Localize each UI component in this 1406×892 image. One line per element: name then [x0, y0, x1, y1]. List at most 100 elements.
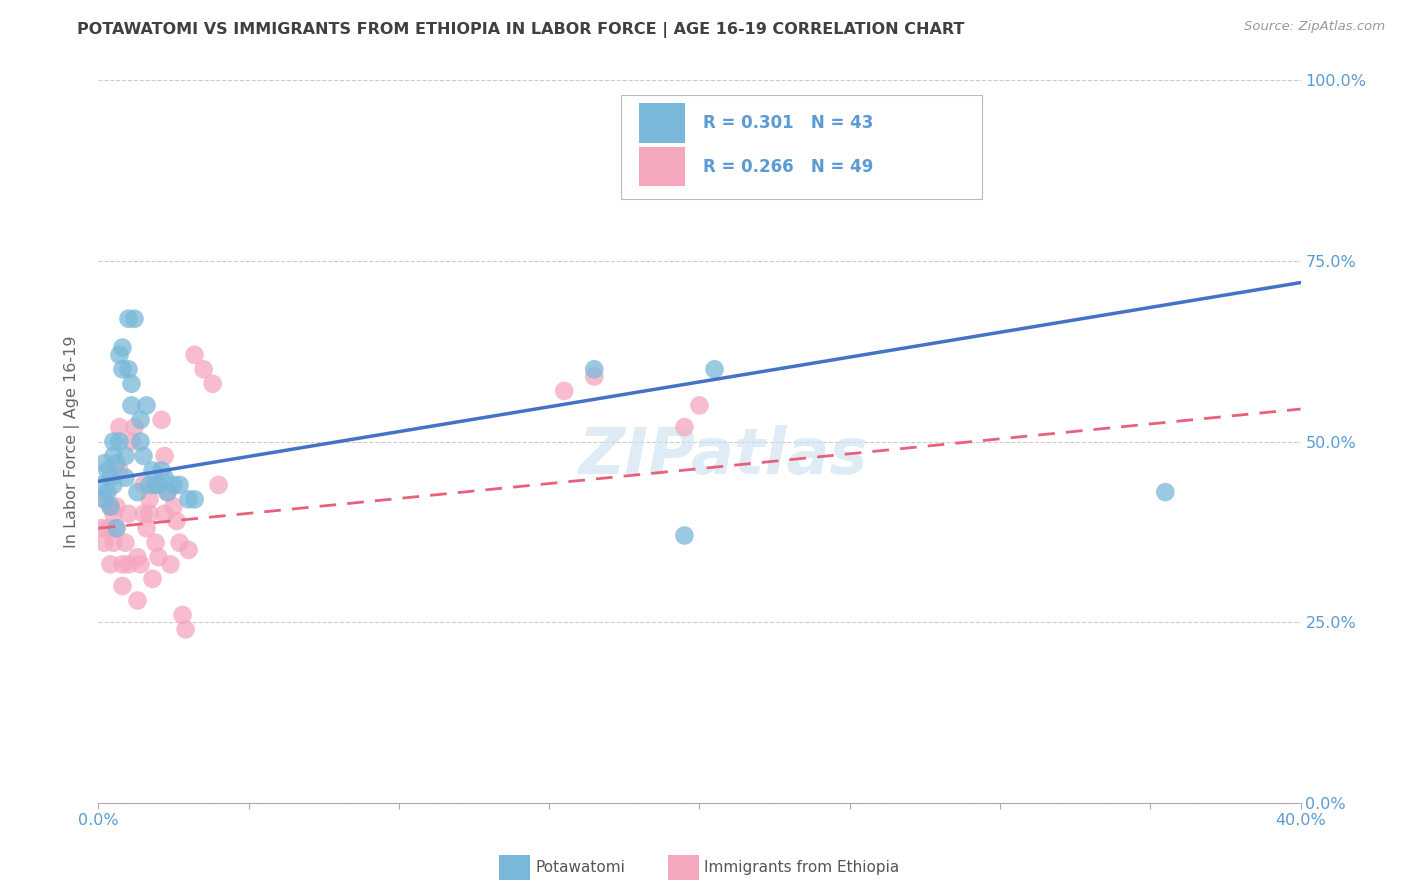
- Point: [127, 550, 149, 565]
- Point: [96, 485, 118, 500]
- Text: Immigrants from Ethiopia: Immigrants from Ethiopia: [704, 861, 900, 875]
- Point: [169, 535, 191, 549]
- Point: [105, 521, 128, 535]
- Point: [93, 456, 115, 470]
- Point: [108, 420, 131, 434]
- Point: [148, 550, 170, 565]
- Point: [145, 535, 167, 549]
- Point: [117, 311, 139, 326]
- Point: [111, 362, 134, 376]
- Point: [100, 471, 122, 485]
- Point: [673, 528, 696, 542]
- Point: [129, 558, 152, 572]
- Text: ZIPatlas: ZIPatlas: [579, 425, 869, 487]
- Point: [124, 311, 146, 326]
- Text: R = 0.266   N = 49: R = 0.266 N = 49: [703, 158, 873, 176]
- Point: [583, 362, 606, 376]
- Point: [105, 521, 128, 535]
- Point: [117, 362, 139, 376]
- Point: [127, 593, 149, 607]
- Point: [127, 485, 149, 500]
- Point: [114, 449, 136, 463]
- Point: [169, 478, 191, 492]
- Point: [673, 420, 696, 434]
- Point: [703, 362, 725, 376]
- Text: POTAWATOMI VS IMMIGRANTS FROM ETHIOPIA IN LABOR FORCE | AGE 16-19 CORRELATION CH: POTAWATOMI VS IMMIGRANTS FROM ETHIOPIA I…: [77, 22, 965, 38]
- Point: [153, 507, 176, 521]
- Point: [132, 507, 155, 521]
- Point: [148, 478, 170, 492]
- Point: [90, 478, 112, 492]
- Point: [193, 362, 215, 376]
- Point: [103, 449, 125, 463]
- Point: [105, 456, 128, 470]
- Point: [93, 535, 115, 549]
- Point: [208, 478, 231, 492]
- Point: [114, 471, 136, 485]
- Point: [553, 384, 575, 398]
- Point: [111, 558, 134, 572]
- Point: [100, 558, 122, 572]
- Point: [108, 434, 131, 449]
- Point: [121, 434, 143, 449]
- Point: [90, 521, 112, 535]
- Point: [153, 471, 176, 485]
- Point: [689, 398, 711, 412]
- Point: [108, 348, 131, 362]
- Point: [201, 376, 224, 391]
- Point: [100, 500, 122, 514]
- Bar: [640, 103, 685, 143]
- Point: [129, 434, 152, 449]
- Point: [174, 623, 197, 637]
- Point: [141, 572, 163, 586]
- Point: [117, 558, 139, 572]
- Point: [117, 507, 139, 521]
- Point: [135, 398, 157, 412]
- Point: [138, 507, 160, 521]
- Y-axis label: In Labor Force | Age 16-19: In Labor Force | Age 16-19: [63, 335, 80, 548]
- Point: [121, 376, 143, 391]
- Point: [108, 463, 131, 477]
- Point: [183, 492, 205, 507]
- Point: [124, 420, 146, 434]
- Point: [156, 485, 179, 500]
- Point: [103, 507, 125, 521]
- Point: [105, 500, 128, 514]
- Point: [93, 492, 115, 507]
- Point: [583, 369, 606, 384]
- Point: [141, 463, 163, 477]
- Point: [156, 485, 179, 500]
- Point: [103, 478, 125, 492]
- Point: [172, 607, 194, 622]
- Point: [162, 500, 184, 514]
- Point: [159, 558, 181, 572]
- Point: [138, 478, 160, 492]
- Point: [135, 521, 157, 535]
- Point: [96, 463, 118, 477]
- Point: [103, 434, 125, 449]
- Point: [145, 478, 167, 492]
- Point: [121, 398, 143, 412]
- Point: [1154, 485, 1177, 500]
- Point: [114, 535, 136, 549]
- Point: [162, 478, 184, 492]
- Point: [183, 348, 205, 362]
- Point: [150, 413, 173, 427]
- Point: [177, 542, 200, 557]
- Text: Potawatomi: Potawatomi: [536, 861, 626, 875]
- Point: [129, 413, 152, 427]
- Point: [132, 478, 155, 492]
- Point: [93, 492, 115, 507]
- Point: [132, 449, 155, 463]
- Text: R = 0.301   N = 43: R = 0.301 N = 43: [703, 114, 873, 132]
- Point: [166, 514, 188, 528]
- Text: Source: ZipAtlas.com: Source: ZipAtlas.com: [1244, 20, 1385, 33]
- Point: [100, 500, 122, 514]
- Point: [153, 449, 176, 463]
- Point: [150, 463, 173, 477]
- FancyBboxPatch shape: [621, 95, 981, 200]
- Point: [111, 341, 134, 355]
- Point: [138, 492, 160, 507]
- Point: [103, 535, 125, 549]
- Point: [111, 579, 134, 593]
